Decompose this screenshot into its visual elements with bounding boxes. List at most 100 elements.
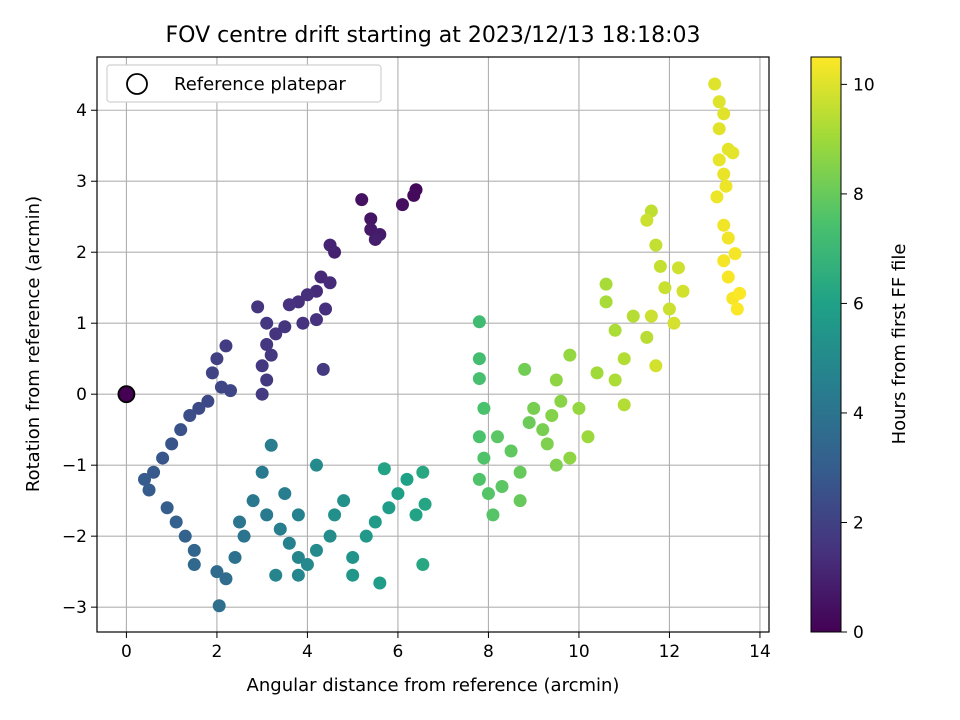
data-point (472, 472, 486, 486)
data-point (260, 373, 274, 387)
data-point (671, 261, 685, 275)
data-point (282, 536, 296, 550)
data-point (346, 550, 360, 564)
data-point (246, 494, 260, 508)
colorbar-tick-label: 6 (853, 294, 864, 314)
legend-label: Reference platepar (174, 74, 346, 95)
data-point (316, 362, 330, 376)
data-point (653, 259, 667, 273)
data-point (416, 465, 430, 479)
data-point (599, 277, 613, 291)
data-point (486, 508, 500, 522)
data-point (721, 270, 735, 284)
data-point (147, 465, 161, 479)
data-point (255, 359, 269, 373)
data-point (382, 501, 396, 515)
data-point (212, 599, 226, 613)
data-point (210, 352, 224, 366)
data-point (183, 408, 197, 422)
x-tick-label: 0 (121, 642, 132, 662)
data-point (477, 401, 491, 415)
data-point (309, 313, 323, 327)
y-tick-label: 2 (76, 243, 87, 263)
x-tick-label: 6 (393, 642, 404, 662)
data-point (192, 401, 206, 415)
x-axis-label: Angular distance from reference (arcmin) (247, 675, 620, 696)
data-point (187, 558, 201, 572)
data-point (160, 501, 174, 515)
data-point (346, 568, 360, 582)
y-tick-label: −3 (62, 598, 87, 618)
data-point (599, 295, 613, 309)
data-point (472, 352, 486, 366)
y-tick-label: 4 (76, 101, 87, 121)
data-point (717, 218, 731, 232)
data-point (536, 423, 550, 437)
data-point (296, 316, 310, 330)
data-point (201, 394, 215, 408)
data-point (708, 77, 722, 91)
data-point (323, 529, 337, 543)
data-point (563, 451, 577, 465)
data-point (187, 543, 201, 557)
data-point (717, 254, 731, 268)
data-point (237, 529, 251, 543)
data-point (513, 465, 527, 479)
data-point (712, 122, 726, 136)
data-point (142, 483, 156, 497)
data-point (278, 320, 292, 334)
legend-box (106, 64, 382, 103)
data-point (300, 558, 314, 572)
data-point (518, 362, 532, 376)
data-point (251, 300, 265, 314)
data-point (617, 352, 631, 366)
data-point (255, 387, 269, 401)
x-tick-label: 12 (659, 642, 681, 662)
data-point (300, 288, 314, 302)
colorbar-ticks: 0 2 4 6 8 10 (841, 75, 875, 643)
data-point (210, 565, 224, 579)
data-point (640, 213, 654, 227)
data-point (260, 508, 274, 522)
data-point (264, 438, 278, 452)
data-point (323, 276, 337, 290)
data-point (554, 394, 568, 408)
data-point (391, 487, 405, 501)
data-point (138, 472, 152, 486)
data-point (527, 401, 541, 415)
data-point (409, 508, 423, 522)
data-point (416, 558, 430, 572)
data-point (291, 508, 305, 522)
data-point (649, 238, 663, 252)
data-point (377, 462, 391, 476)
data-point (540, 437, 554, 451)
x-tick-label: 8 (483, 642, 494, 662)
data-point (264, 348, 278, 362)
chart-title: FOV centre drift starting at 2023/12/13 … (166, 23, 701, 48)
data-point (710, 190, 724, 204)
data-point (309, 458, 323, 472)
data-point (278, 487, 292, 501)
y-tick-label: 0 (76, 385, 87, 405)
data-point (726, 146, 740, 160)
data-point (649, 359, 663, 373)
colorbar-tick-label: 0 (853, 623, 864, 643)
data-point (472, 372, 486, 386)
data-point (617, 398, 631, 412)
data-point (658, 281, 672, 295)
plot-frame (96, 56, 770, 633)
data-point (260, 338, 274, 351)
data-point (219, 339, 233, 353)
data-point (323, 238, 337, 252)
data-point (407, 188, 421, 202)
colorbar-tick-label: 10 (853, 75, 875, 95)
colorbar-label: Hours from first FF file (889, 244, 910, 445)
data-point (504, 444, 518, 458)
colorbar-tick-label: 4 (853, 404, 864, 424)
data-point (156, 451, 170, 465)
data-point (522, 416, 536, 430)
data-point (355, 193, 369, 207)
y-tick-label: −2 (62, 527, 87, 547)
data-point (730, 302, 744, 316)
data-point (368, 515, 382, 529)
